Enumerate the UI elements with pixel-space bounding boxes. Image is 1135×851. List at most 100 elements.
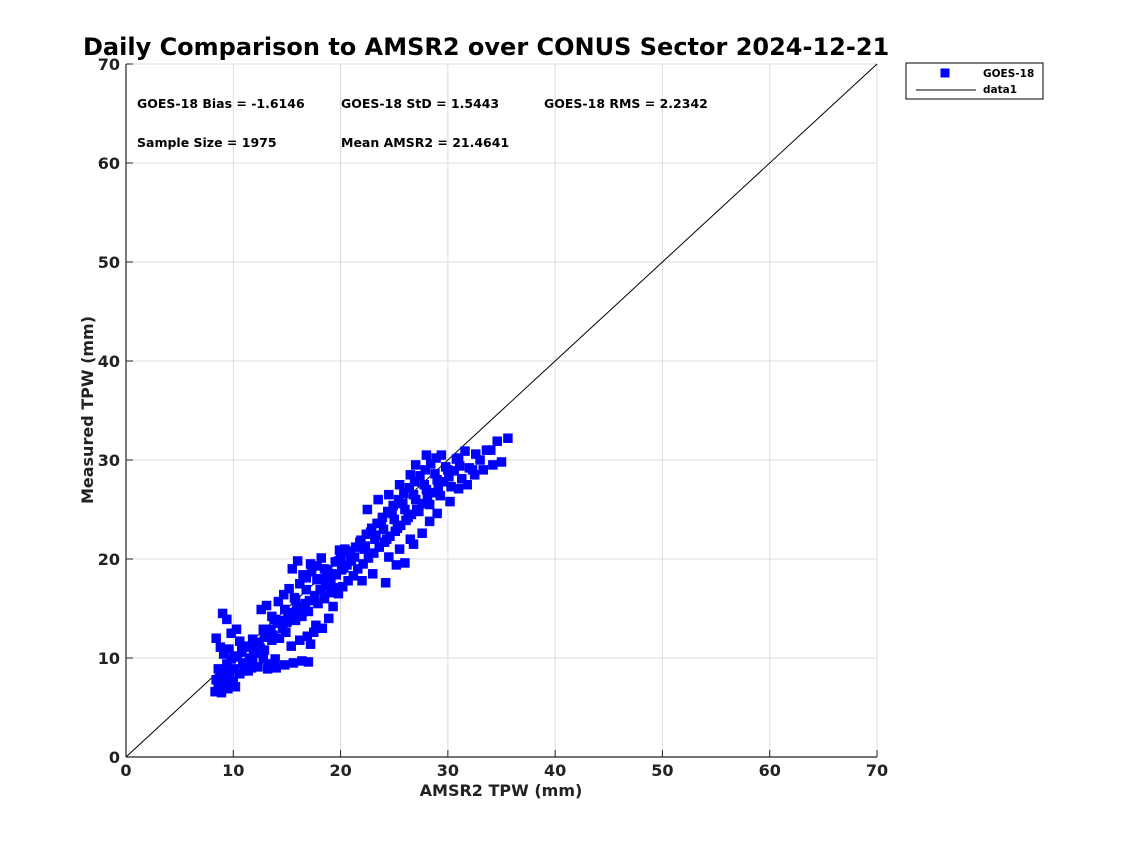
data-point xyxy=(305,559,316,569)
y-tick-label: 70 xyxy=(98,55,120,74)
data-point xyxy=(222,614,232,625)
data-point xyxy=(284,583,294,594)
data-point xyxy=(462,480,472,490)
data-point xyxy=(267,635,277,645)
legend: GOES-18 data1 xyxy=(905,62,1044,100)
data-point xyxy=(337,581,348,592)
data-point xyxy=(261,600,272,611)
data-point xyxy=(403,512,413,523)
data-point xyxy=(291,603,302,614)
data-point xyxy=(478,465,489,475)
x-tick-label: 40 xyxy=(544,761,566,780)
data-point xyxy=(321,571,332,581)
data-point xyxy=(400,504,410,515)
y-tick-label: 30 xyxy=(98,451,120,470)
data-point xyxy=(417,528,427,539)
y-tick-label: 20 xyxy=(98,550,120,569)
data-point xyxy=(453,453,464,463)
data-point xyxy=(392,523,403,534)
y-axis-label: Measured TPW (mm) xyxy=(78,316,97,504)
data-point xyxy=(262,664,273,674)
data-point xyxy=(475,455,485,465)
data-point xyxy=(457,474,467,484)
data-point xyxy=(421,450,432,460)
data-point xyxy=(278,589,289,600)
data-point xyxy=(218,649,229,659)
x-tick-label: 70 xyxy=(866,761,888,780)
data-point xyxy=(435,490,446,501)
data-point xyxy=(394,480,405,490)
scatter-points-layer xyxy=(210,433,513,698)
data-point xyxy=(273,596,284,607)
data-point xyxy=(244,653,255,663)
data-point xyxy=(380,578,391,588)
data-point xyxy=(414,506,424,517)
data-point xyxy=(446,481,456,492)
stat-rms: GOES-18 RMS = 2.2342 xyxy=(544,96,708,111)
x-tick-label: 0 xyxy=(120,761,131,780)
data-point xyxy=(231,624,242,635)
data-point xyxy=(246,663,257,673)
data-point xyxy=(309,627,319,638)
data-point xyxy=(400,558,410,568)
data-point xyxy=(343,576,353,586)
stat-mean-amsr2: Mean AMSR2 = 21.4641 xyxy=(341,135,509,150)
legend-marker-goes18 xyxy=(940,68,950,78)
data-point xyxy=(287,564,298,574)
data-point xyxy=(357,576,367,586)
data-point xyxy=(280,604,290,615)
data-point xyxy=(280,660,290,670)
data-point xyxy=(281,627,291,638)
data-point xyxy=(271,663,281,673)
data-point xyxy=(330,557,340,567)
data-point xyxy=(405,534,416,544)
grid xyxy=(125,63,878,758)
stat-bias: GOES-18 Bias = -1.6146 xyxy=(137,96,305,111)
x-tick-label: 50 xyxy=(651,761,673,780)
data-point xyxy=(300,598,310,609)
data-point xyxy=(467,465,478,475)
data-point xyxy=(371,530,381,540)
stat-sample-size: Sample Size = 1975 xyxy=(137,135,277,150)
data-point xyxy=(436,450,447,460)
data-point xyxy=(270,654,280,664)
data-point xyxy=(303,657,314,667)
chart-title: Daily Comparison to AMSR2 over CONUS Sec… xyxy=(83,33,889,61)
data-point xyxy=(384,552,394,562)
data-point xyxy=(305,639,316,649)
data-point xyxy=(313,598,323,609)
axes: 0 10 20 30 40 50 60 70 0 10 20 30 40 50 60 70 xyxy=(98,55,888,780)
x-axis-label: AMSR2 TPW (mm) xyxy=(420,781,583,800)
data-point xyxy=(319,593,330,604)
data-point xyxy=(424,516,435,527)
y-tick-label: 40 xyxy=(98,352,120,371)
data-point xyxy=(432,475,442,485)
data-point xyxy=(496,457,507,467)
data-point xyxy=(405,470,416,480)
data-point xyxy=(369,548,379,558)
data-point xyxy=(368,569,378,579)
data-point xyxy=(286,641,296,651)
data-point xyxy=(410,494,421,505)
data-point xyxy=(420,465,431,475)
data-point xyxy=(249,648,260,658)
data-point xyxy=(288,658,299,668)
data-point xyxy=(378,524,389,535)
data-point xyxy=(224,644,234,654)
data-point xyxy=(317,623,328,634)
data-point xyxy=(324,613,334,624)
x-tick-label: 20 xyxy=(329,761,351,780)
data-point xyxy=(360,541,370,551)
x-tick-label: 30 xyxy=(437,761,459,780)
data-point xyxy=(290,594,301,605)
y-tick-label: 60 xyxy=(98,154,120,173)
y-tick-label: 10 xyxy=(98,649,120,668)
data-point xyxy=(292,556,303,566)
data-point xyxy=(381,534,392,544)
data-point xyxy=(362,504,373,515)
data-point xyxy=(298,570,308,580)
data-point xyxy=(349,552,360,562)
data-point xyxy=(460,446,470,456)
data-point xyxy=(222,659,232,669)
